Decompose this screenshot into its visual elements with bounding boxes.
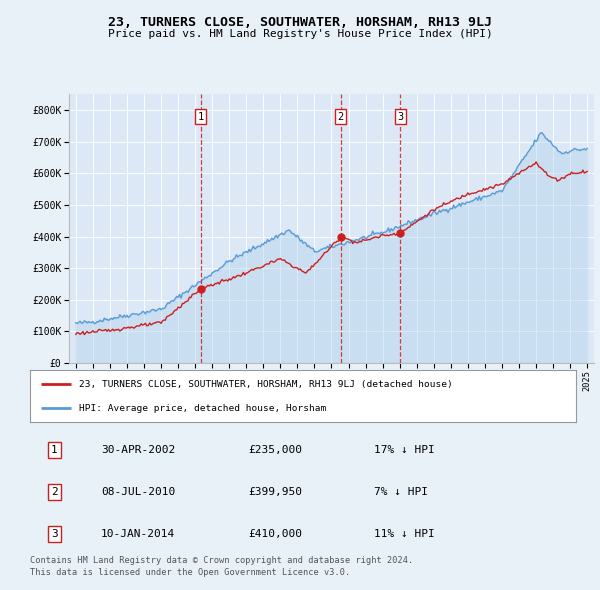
Text: 3: 3 (51, 529, 58, 539)
Text: 2: 2 (338, 112, 344, 122)
Text: This data is licensed under the Open Government Licence v3.0.: This data is licensed under the Open Gov… (30, 568, 350, 576)
Text: 17% ↓ HPI: 17% ↓ HPI (374, 445, 435, 455)
Text: 08-JUL-2010: 08-JUL-2010 (101, 487, 175, 497)
Text: 2: 2 (51, 487, 58, 497)
Text: 1: 1 (51, 445, 58, 455)
Text: 11% ↓ HPI: 11% ↓ HPI (374, 529, 435, 539)
Text: 30-APR-2002: 30-APR-2002 (101, 445, 175, 455)
Text: HPI: Average price, detached house, Horsham: HPI: Average price, detached house, Hors… (79, 404, 326, 413)
Text: 1: 1 (197, 112, 204, 122)
Text: 3: 3 (397, 112, 403, 122)
Text: 23, TURNERS CLOSE, SOUTHWATER, HORSHAM, RH13 9LJ: 23, TURNERS CLOSE, SOUTHWATER, HORSHAM, … (108, 16, 492, 29)
Text: £235,000: £235,000 (248, 445, 302, 455)
Text: 23, TURNERS CLOSE, SOUTHWATER, HORSHAM, RH13 9LJ (detached house): 23, TURNERS CLOSE, SOUTHWATER, HORSHAM, … (79, 380, 453, 389)
Text: £410,000: £410,000 (248, 529, 302, 539)
Text: Contains HM Land Registry data © Crown copyright and database right 2024.: Contains HM Land Registry data © Crown c… (30, 556, 413, 565)
Text: 10-JAN-2014: 10-JAN-2014 (101, 529, 175, 539)
Text: £399,950: £399,950 (248, 487, 302, 497)
Text: Price paid vs. HM Land Registry's House Price Index (HPI): Price paid vs. HM Land Registry's House … (107, 29, 493, 39)
Text: 7% ↓ HPI: 7% ↓ HPI (374, 487, 428, 497)
